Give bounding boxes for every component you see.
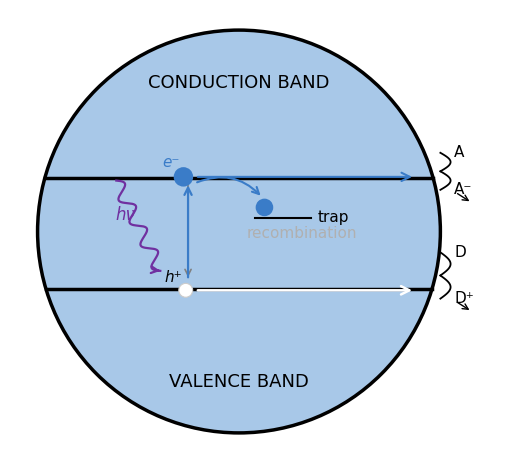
Text: D: D — [454, 245, 466, 260]
Text: hν: hν — [116, 206, 135, 224]
Text: recombination: recombination — [246, 226, 357, 241]
Text: D⁺: D⁺ — [454, 291, 474, 306]
Text: h⁺: h⁺ — [165, 270, 182, 285]
Text: e⁻: e⁻ — [163, 155, 180, 169]
Text: A⁻: A⁻ — [454, 182, 473, 197]
Circle shape — [174, 167, 193, 187]
Polygon shape — [38, 30, 440, 433]
Text: A: A — [454, 145, 465, 160]
Text: trap: trap — [318, 210, 349, 225]
Circle shape — [179, 283, 193, 297]
Text: VALENCE BAND: VALENCE BAND — [169, 373, 309, 391]
Text: CONDUCTION BAND: CONDUCTION BAND — [148, 75, 330, 92]
Circle shape — [255, 199, 273, 216]
